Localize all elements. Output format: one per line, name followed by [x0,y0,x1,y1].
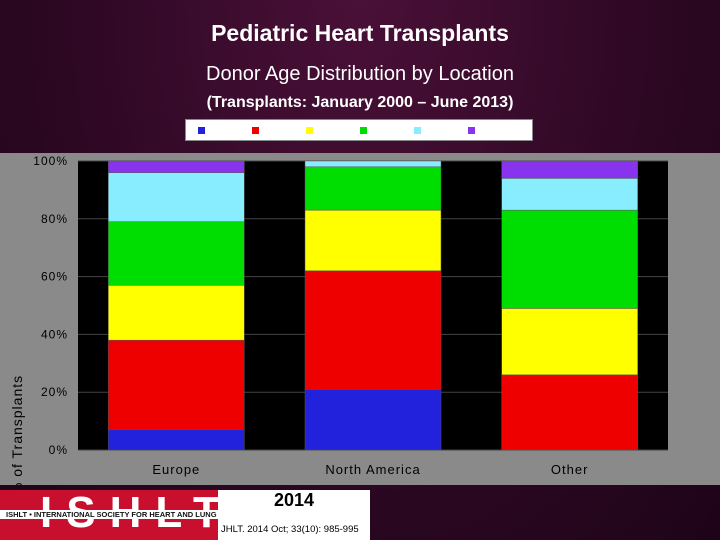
bar-segment [501,308,638,376]
legend-swatch [414,127,421,134]
citation-year: 2014 [273,490,315,510]
bar-segment [108,172,245,222]
y-tick-label: 20% [41,385,68,399]
chart-title: Pediatric Heart Transplants [211,20,509,46]
legend-swatch [252,127,259,134]
y-tick-label: 60% [41,270,68,284]
legend-swatches [198,127,475,134]
legend-swatch [198,127,205,134]
ishlt-logo-subtext: ISHLT • INTERNATIONAL SOCIETY FOR HEART … [0,510,370,519]
bar-segment [501,178,638,211]
y-tick-label: 100% [33,154,68,168]
bar-segment [108,221,245,286]
x-category-label: North America [325,462,420,477]
bar-segment [304,160,442,168]
legend-swatch [468,127,475,134]
bar-segment [304,209,442,272]
legend [185,119,533,141]
footer: ISHLT ISHLT • INTERNATIONAL SOCIETY FOR … [0,490,720,540]
bar-segment [108,429,245,451]
citation-reference: JHLT. 2014 Oct; 33(10): 985-995 [221,524,359,535]
chart-date-range: (Transplants: January 2000 – June 2013) [206,94,514,111]
y-tick-label: 40% [41,327,68,341]
bar-segment [501,209,638,309]
bar-segment [304,389,442,451]
bar-segment [501,374,638,451]
legend-swatch [306,127,313,134]
y-axis-label: % of Transplants [9,375,25,485]
bar-segment [304,166,442,211]
citation-box: 2014 JHLT. 2014 Oct; 33(10): 985-995 [218,490,370,540]
y-tick-label: 80% [41,212,68,226]
bar-segment [108,339,245,431]
bar-segment [501,160,638,179]
legend-swatch [360,127,367,134]
x-category-label: Other [551,462,589,477]
bar-segment [108,160,245,173]
bar-segment [108,285,245,341]
y-tick-label: 0% [49,443,68,457]
bar-segment [304,270,442,390]
x-category-label: Europe [152,462,200,477]
stacked-bar-chart: 0% 20% 40% 60% 80% 100% Europe North America Ot… [0,153,720,485]
chart-subtitle: Donor Age Distribution by Location [206,63,514,85]
